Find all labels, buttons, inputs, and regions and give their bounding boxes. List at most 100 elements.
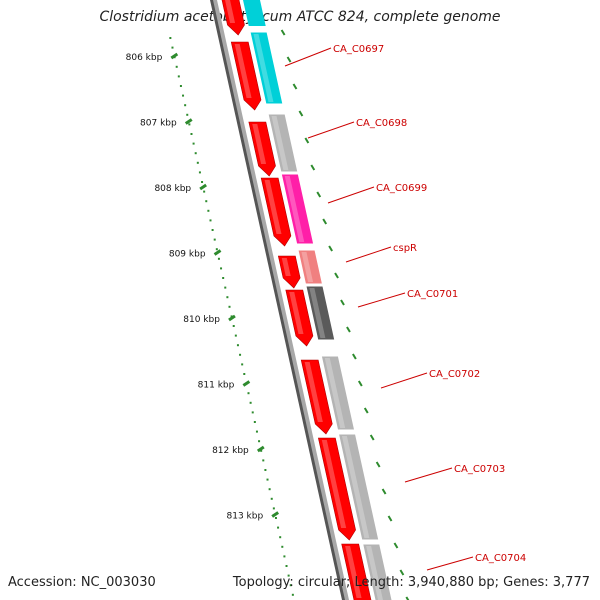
backbone-shadow (210, 0, 347, 600)
gene-feature-highlight (253, 34, 274, 102)
ruler-dot (228, 305, 231, 308)
ruler-major-tick (213, 249, 222, 256)
ruler-dot (207, 209, 210, 212)
outer-ruler-dash (316, 191, 322, 198)
gene-leader-line (327, 186, 375, 204)
ruler-dot (277, 526, 280, 529)
cds-layer (221, 0, 372, 600)
ruler-major-tick (184, 118, 193, 125)
ruler-tick-label: 813 kbp (227, 512, 264, 522)
gene-feature-band (362, 543, 393, 600)
ruler-dot (198, 171, 201, 174)
ruler-dot (179, 85, 182, 87)
backbone-band (213, 0, 350, 600)
ruler-dot (241, 363, 244, 366)
ruler-dot (279, 536, 282, 539)
ruler-dot (220, 267, 223, 270)
map-title: Clostridium acetobutylicum ATCC 824, com… (99, 9, 501, 25)
ruler-dot (205, 200, 208, 203)
ruler-dot (264, 469, 267, 471)
ruler-dot (255, 430, 258, 433)
ruler-dot (217, 257, 220, 260)
gene-label: CA_C0704 (475, 553, 526, 564)
cds-highlight (264, 180, 282, 234)
gene-feature-band (243, 0, 266, 26)
ruler-major-tick (170, 52, 179, 60)
ruler-dot (253, 421, 256, 423)
ruler-dot (169, 37, 172, 39)
ruler-dot (215, 248, 218, 251)
ruler-dot (268, 488, 271, 491)
ruler-tick-label: 807 kbp (140, 119, 177, 129)
ruler-dot (203, 190, 206, 193)
outer-ruler-dash (393, 542, 399, 549)
cds-highlight (252, 124, 267, 164)
ruler-dot (213, 238, 216, 241)
gene-label: CA_C0701 (407, 289, 458, 300)
ruler-dot (194, 152, 197, 155)
ruler-tick-label: 810 kbp (183, 315, 220, 325)
ruler-tick-label: 809 kbp (169, 250, 206, 260)
ruler-dot (283, 555, 286, 558)
outer-ruler-dash (280, 29, 286, 36)
gene-label: cspR (393, 243, 417, 254)
ruler-dot (224, 286, 227, 289)
outer-ruler-dash (340, 299, 345, 306)
outer-ruler-dash (357, 380, 363, 387)
ruler-dot (192, 142, 195, 145)
ruler-dot (247, 392, 250, 395)
ruler-dot (281, 545, 284, 548)
gene-feature-band (280, 173, 315, 245)
ruler-dot (222, 277, 225, 279)
ruler-dot (236, 344, 239, 347)
outer-ruler-dash (298, 110, 304, 117)
ruler-major-tick (228, 314, 236, 322)
ruler-dot (234, 334, 237, 337)
ruler-dot (243, 373, 246, 375)
ruler-tick-label: 806 kbp (126, 53, 163, 63)
gene-feature-highlight (309, 288, 326, 338)
ruler-tick-label: 808 kbp (154, 184, 191, 194)
outer-ruler-dash (286, 56, 292, 63)
gene-feature-highlight (301, 252, 314, 282)
outer-ruler-dash (381, 488, 387, 495)
outer-ruler-dash (328, 245, 333, 252)
ruler-dot (249, 401, 252, 404)
gene-leader-line (307, 121, 355, 139)
ruler-dot (289, 584, 292, 587)
outer-ruler-dash (310, 164, 316, 171)
ruler-dot (266, 478, 269, 481)
ruler-dot (184, 104, 187, 107)
outer-ruler-dash (322, 218, 328, 225)
ruler-dot (175, 65, 178, 68)
ruler-dot (171, 46, 174, 49)
gene-leader-line (426, 556, 474, 571)
gene-leader-line (380, 372, 428, 389)
gene-leader-line (404, 467, 453, 483)
gene-feature-band (297, 249, 324, 285)
ruler-major-tick (271, 511, 280, 518)
ruler-dot (182, 94, 185, 97)
ruler-tick-label: 812 kbp (212, 446, 249, 456)
cds-highlight (281, 258, 291, 276)
ruler-dot (260, 449, 263, 452)
ruler-tick-label: 811 kbp (198, 381, 235, 391)
ruler-dot (270, 497, 273, 500)
gene-label: CA_C0702 (429, 369, 480, 380)
outer-ruler-dash (399, 569, 405, 576)
outer-ruler-dash (363, 407, 369, 414)
gene-leader-line (357, 292, 406, 308)
label-layer: CA_C0697 CA_C0698 CA_C0699 cspR CA_C0701 CA_C… (284, 44, 526, 571)
gene-feature-band (320, 355, 356, 431)
outer-ruler-dash (352, 353, 357, 360)
outer-ruler-dash (304, 137, 310, 144)
cds-highlight (321, 440, 347, 528)
accession-text: Accession: NC_003030 (8, 575, 156, 590)
gene-label: CA_C0697 (333, 44, 384, 55)
feature-layer (243, 0, 393, 600)
ruler-dot (258, 440, 261, 443)
gene-feature-highlight (271, 116, 289, 170)
ruler-major-tick (256, 445, 265, 453)
outer-ruler-dash (334, 272, 339, 279)
